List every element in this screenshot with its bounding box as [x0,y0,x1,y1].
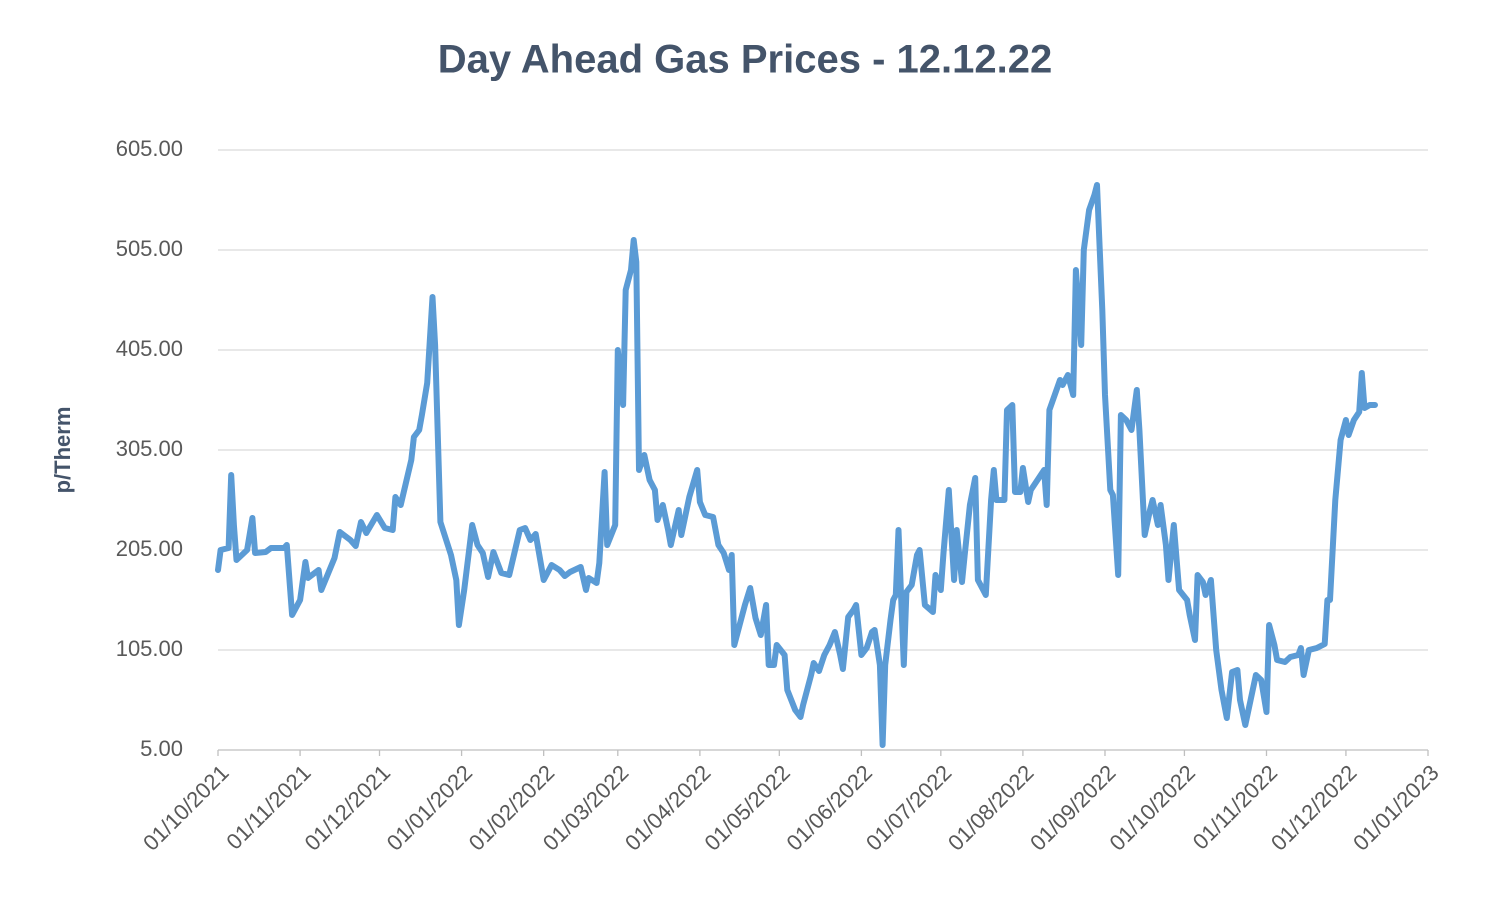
y-axis-label: p/Therm [50,407,75,494]
y-tick-label: 605.00 [116,136,183,161]
y-tick-label: 505.00 [116,236,183,261]
chart-title: Day Ahead Gas Prices - 12.12.22 [438,38,1052,82]
y-tick-label: 205.00 [116,536,183,561]
y-tick-label: 105.00 [116,636,183,661]
y-tick-label: 5.00 [140,736,183,761]
y-tick-label: 305.00 [116,436,183,461]
y-tick-label: 405.00 [116,336,183,361]
line [215,182,1378,748]
